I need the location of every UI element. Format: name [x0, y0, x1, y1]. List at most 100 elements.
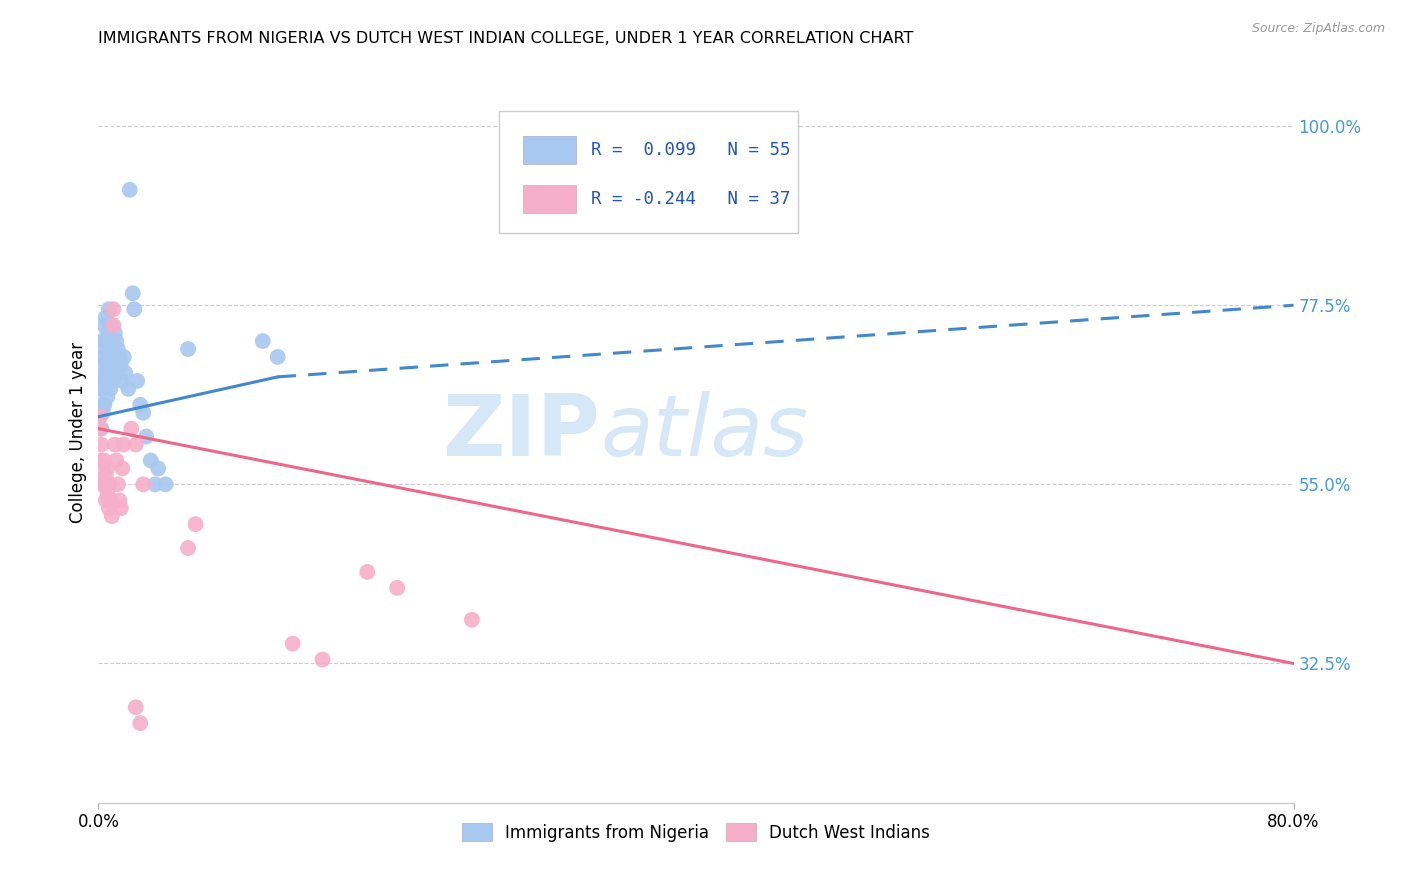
Bar	[523, 186, 576, 213]
Point	[91, 334, 114, 348]
Point	[93, 398, 115, 412]
Text: ZIP: ZIP	[443, 391, 600, 475]
Point	[93, 342, 115, 356]
Point	[107, 342, 129, 356]
Point	[89, 409, 111, 424]
Point	[97, 366, 120, 380]
Point	[125, 700, 148, 714]
Point	[91, 477, 114, 491]
Point	[91, 382, 114, 396]
Point	[93, 318, 115, 333]
Point	[93, 374, 115, 388]
Point	[385, 581, 409, 595]
Point	[96, 358, 118, 372]
Point	[118, 183, 141, 197]
Point	[97, 477, 120, 491]
Point	[105, 334, 128, 348]
Point	[103, 302, 125, 317]
Point	[96, 390, 118, 404]
Point	[111, 461, 134, 475]
Point	[89, 406, 111, 420]
Point	[129, 716, 152, 731]
Text: IMMIGRANTS FROM NIGERIA VS DUTCH WEST INDIAN COLLEGE, UNDER 1 YEAR CORRELATION C: IMMIGRANTS FROM NIGERIA VS DUTCH WEST IN…	[98, 31, 914, 46]
Point	[132, 406, 155, 420]
Point	[143, 477, 166, 491]
Point	[107, 477, 129, 491]
Point	[104, 437, 127, 451]
Point	[101, 366, 124, 380]
Text: R = -0.244   N = 37: R = -0.244 N = 37	[591, 190, 790, 209]
Point	[105, 453, 128, 467]
Point	[112, 437, 135, 451]
Point	[108, 350, 131, 364]
Point	[90, 374, 112, 388]
Point	[104, 326, 127, 340]
Point	[89, 382, 111, 396]
Point	[97, 501, 120, 516]
Point	[135, 429, 157, 443]
Point	[94, 469, 117, 483]
Point	[155, 477, 177, 491]
Point	[103, 342, 125, 356]
Point	[111, 374, 134, 388]
Point	[104, 358, 127, 372]
Point	[108, 493, 131, 508]
Point	[94, 334, 117, 348]
Point	[90, 358, 112, 372]
Point	[93, 453, 115, 467]
Point	[101, 509, 124, 524]
Point	[112, 350, 135, 364]
Point	[91, 350, 114, 364]
Point	[90, 422, 112, 436]
Point	[127, 374, 149, 388]
Point	[96, 461, 118, 475]
Point	[89, 409, 111, 424]
Point	[90, 453, 112, 467]
Point	[139, 453, 162, 467]
Text: R =  0.099   N = 55: R = 0.099 N = 55	[591, 141, 790, 159]
Point	[114, 366, 136, 380]
Point	[98, 318, 122, 333]
Point	[117, 382, 139, 396]
Point	[90, 437, 112, 451]
Point	[89, 422, 111, 436]
Point	[97, 302, 120, 317]
Point	[98, 382, 122, 396]
Point	[101, 334, 124, 348]
Point	[110, 358, 132, 372]
Legend: Immigrants from Nigeria, Dutch West Indians: Immigrants from Nigeria, Dutch West Indi…	[454, 815, 938, 850]
Point	[97, 334, 120, 348]
Y-axis label: College, Under 1 year: College, Under 1 year	[69, 342, 87, 524]
Point	[98, 493, 122, 508]
Point	[461, 613, 484, 627]
FancyBboxPatch shape	[499, 111, 797, 233]
Point	[93, 477, 115, 491]
Point	[120, 422, 142, 436]
Point	[91, 406, 114, 420]
Point	[356, 565, 378, 579]
Point	[129, 398, 152, 412]
Point	[252, 334, 274, 348]
Text: Source: ZipAtlas.com: Source: ZipAtlas.com	[1251, 22, 1385, 36]
Text: atlas: atlas	[600, 391, 808, 475]
Point	[94, 493, 117, 508]
Point	[91, 461, 114, 475]
Point	[103, 374, 125, 388]
Point	[177, 342, 200, 356]
Point	[94, 366, 117, 380]
Point	[98, 350, 122, 364]
Point	[177, 541, 200, 555]
Point	[121, 286, 143, 301]
Point	[90, 398, 112, 412]
Point	[281, 637, 304, 651]
Point	[311, 652, 333, 666]
Point	[96, 326, 118, 340]
Point	[96, 485, 118, 500]
Point	[110, 501, 132, 516]
Point	[148, 461, 170, 475]
Point	[94, 310, 117, 325]
Point	[184, 517, 207, 532]
Point	[103, 318, 125, 333]
Point	[124, 302, 146, 317]
Point	[267, 350, 290, 364]
